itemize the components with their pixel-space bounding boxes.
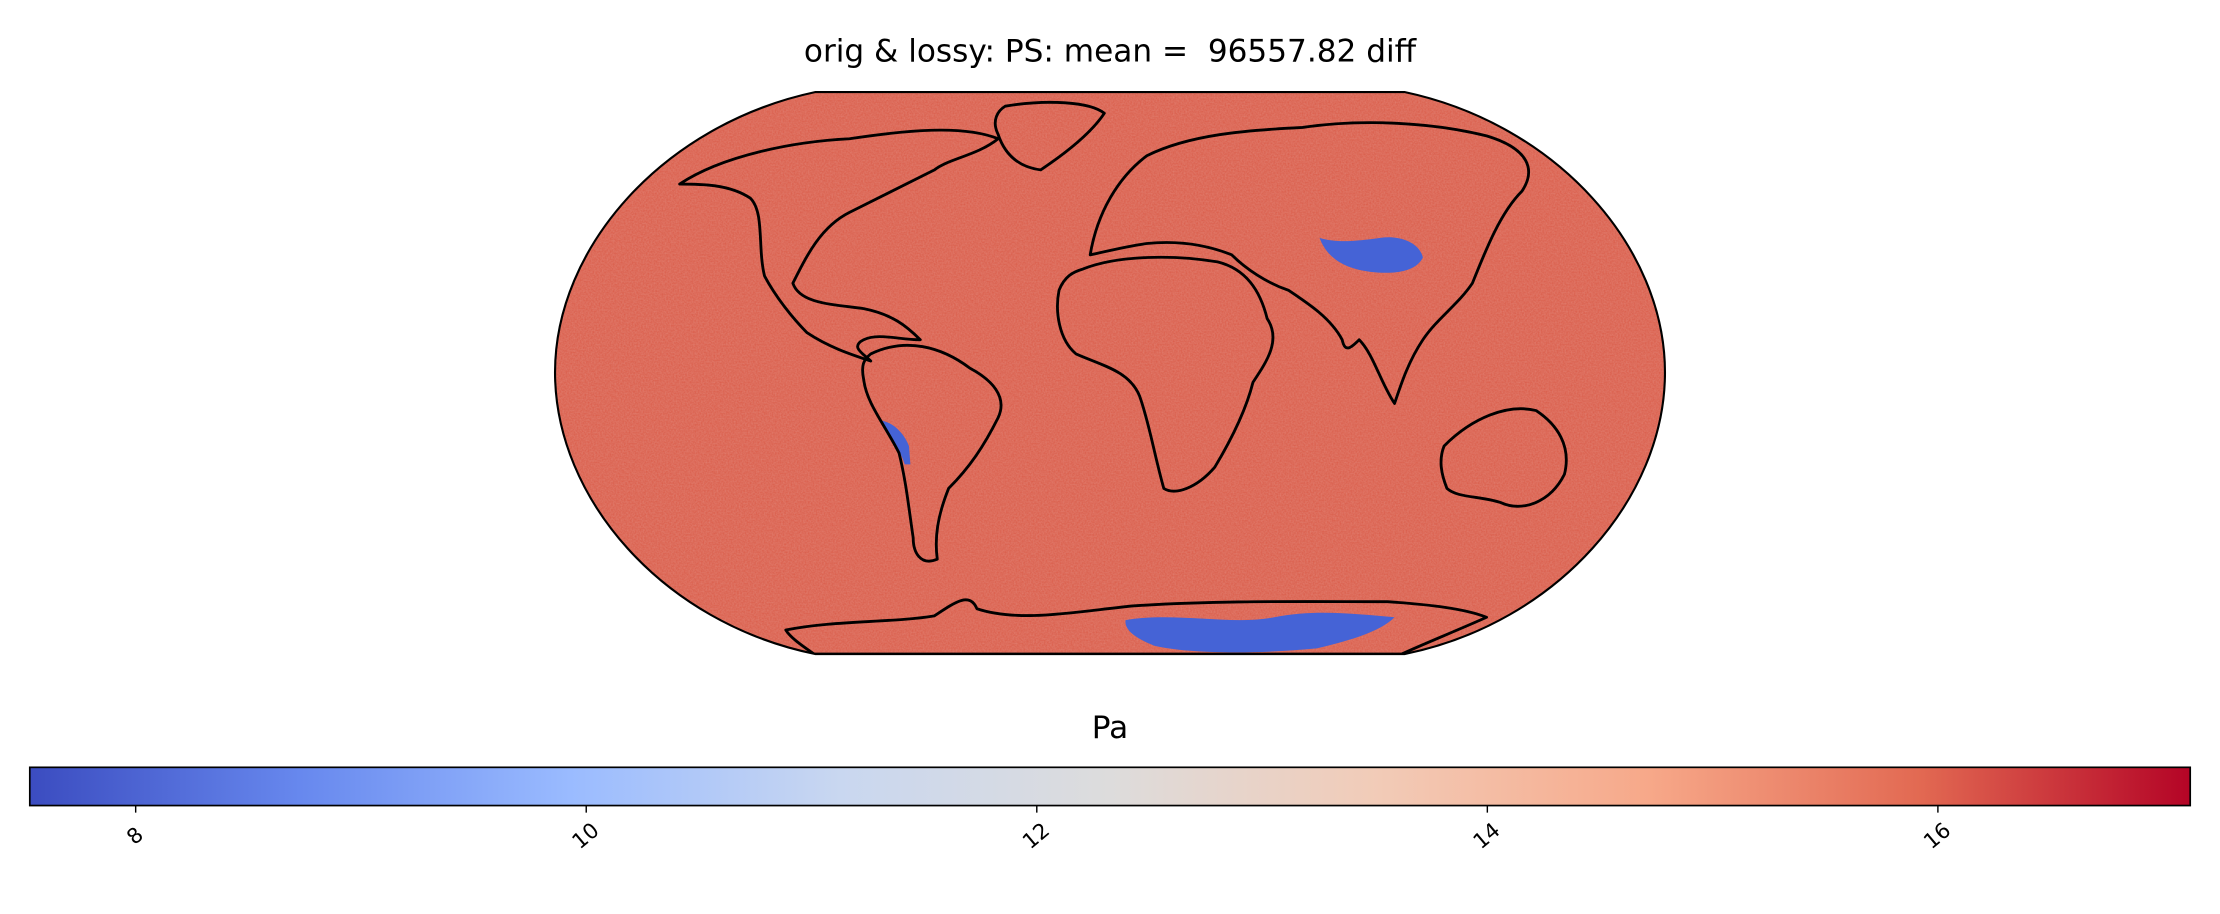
colorbar-tick-label: 10	[568, 818, 605, 855]
map	[555, 92, 1665, 655]
coastlines	[678, 100, 1568, 655]
antarctica	[784, 598, 1489, 655]
south-america	[861, 343, 1003, 563]
colorbar-tick-label: 16	[1919, 818, 1956, 855]
field-noise	[555, 92, 1665, 655]
antarctic-plateau	[1125, 612, 1395, 653]
eurasia	[1088, 121, 1531, 405]
colorbar-tick-label: 8	[122, 822, 148, 850]
colorbar-label: Pa	[1092, 710, 1128, 746]
africa	[1056, 255, 1275, 493]
north-america	[678, 128, 1000, 363]
tibet	[1319, 237, 1423, 273]
colorbar-bar	[28, 766, 2192, 807]
greenland	[993, 100, 1106, 172]
colorbar-tick-label: 14	[1469, 818, 1506, 855]
title: orig & lossy: PS: mean = 96557.82 diff	[804, 33, 1418, 69]
australia	[1439, 407, 1568, 508]
colorbar: 8 10 12 14 16	[28, 766, 2192, 855]
colorbar-tick-label: 12	[1018, 818, 1055, 855]
